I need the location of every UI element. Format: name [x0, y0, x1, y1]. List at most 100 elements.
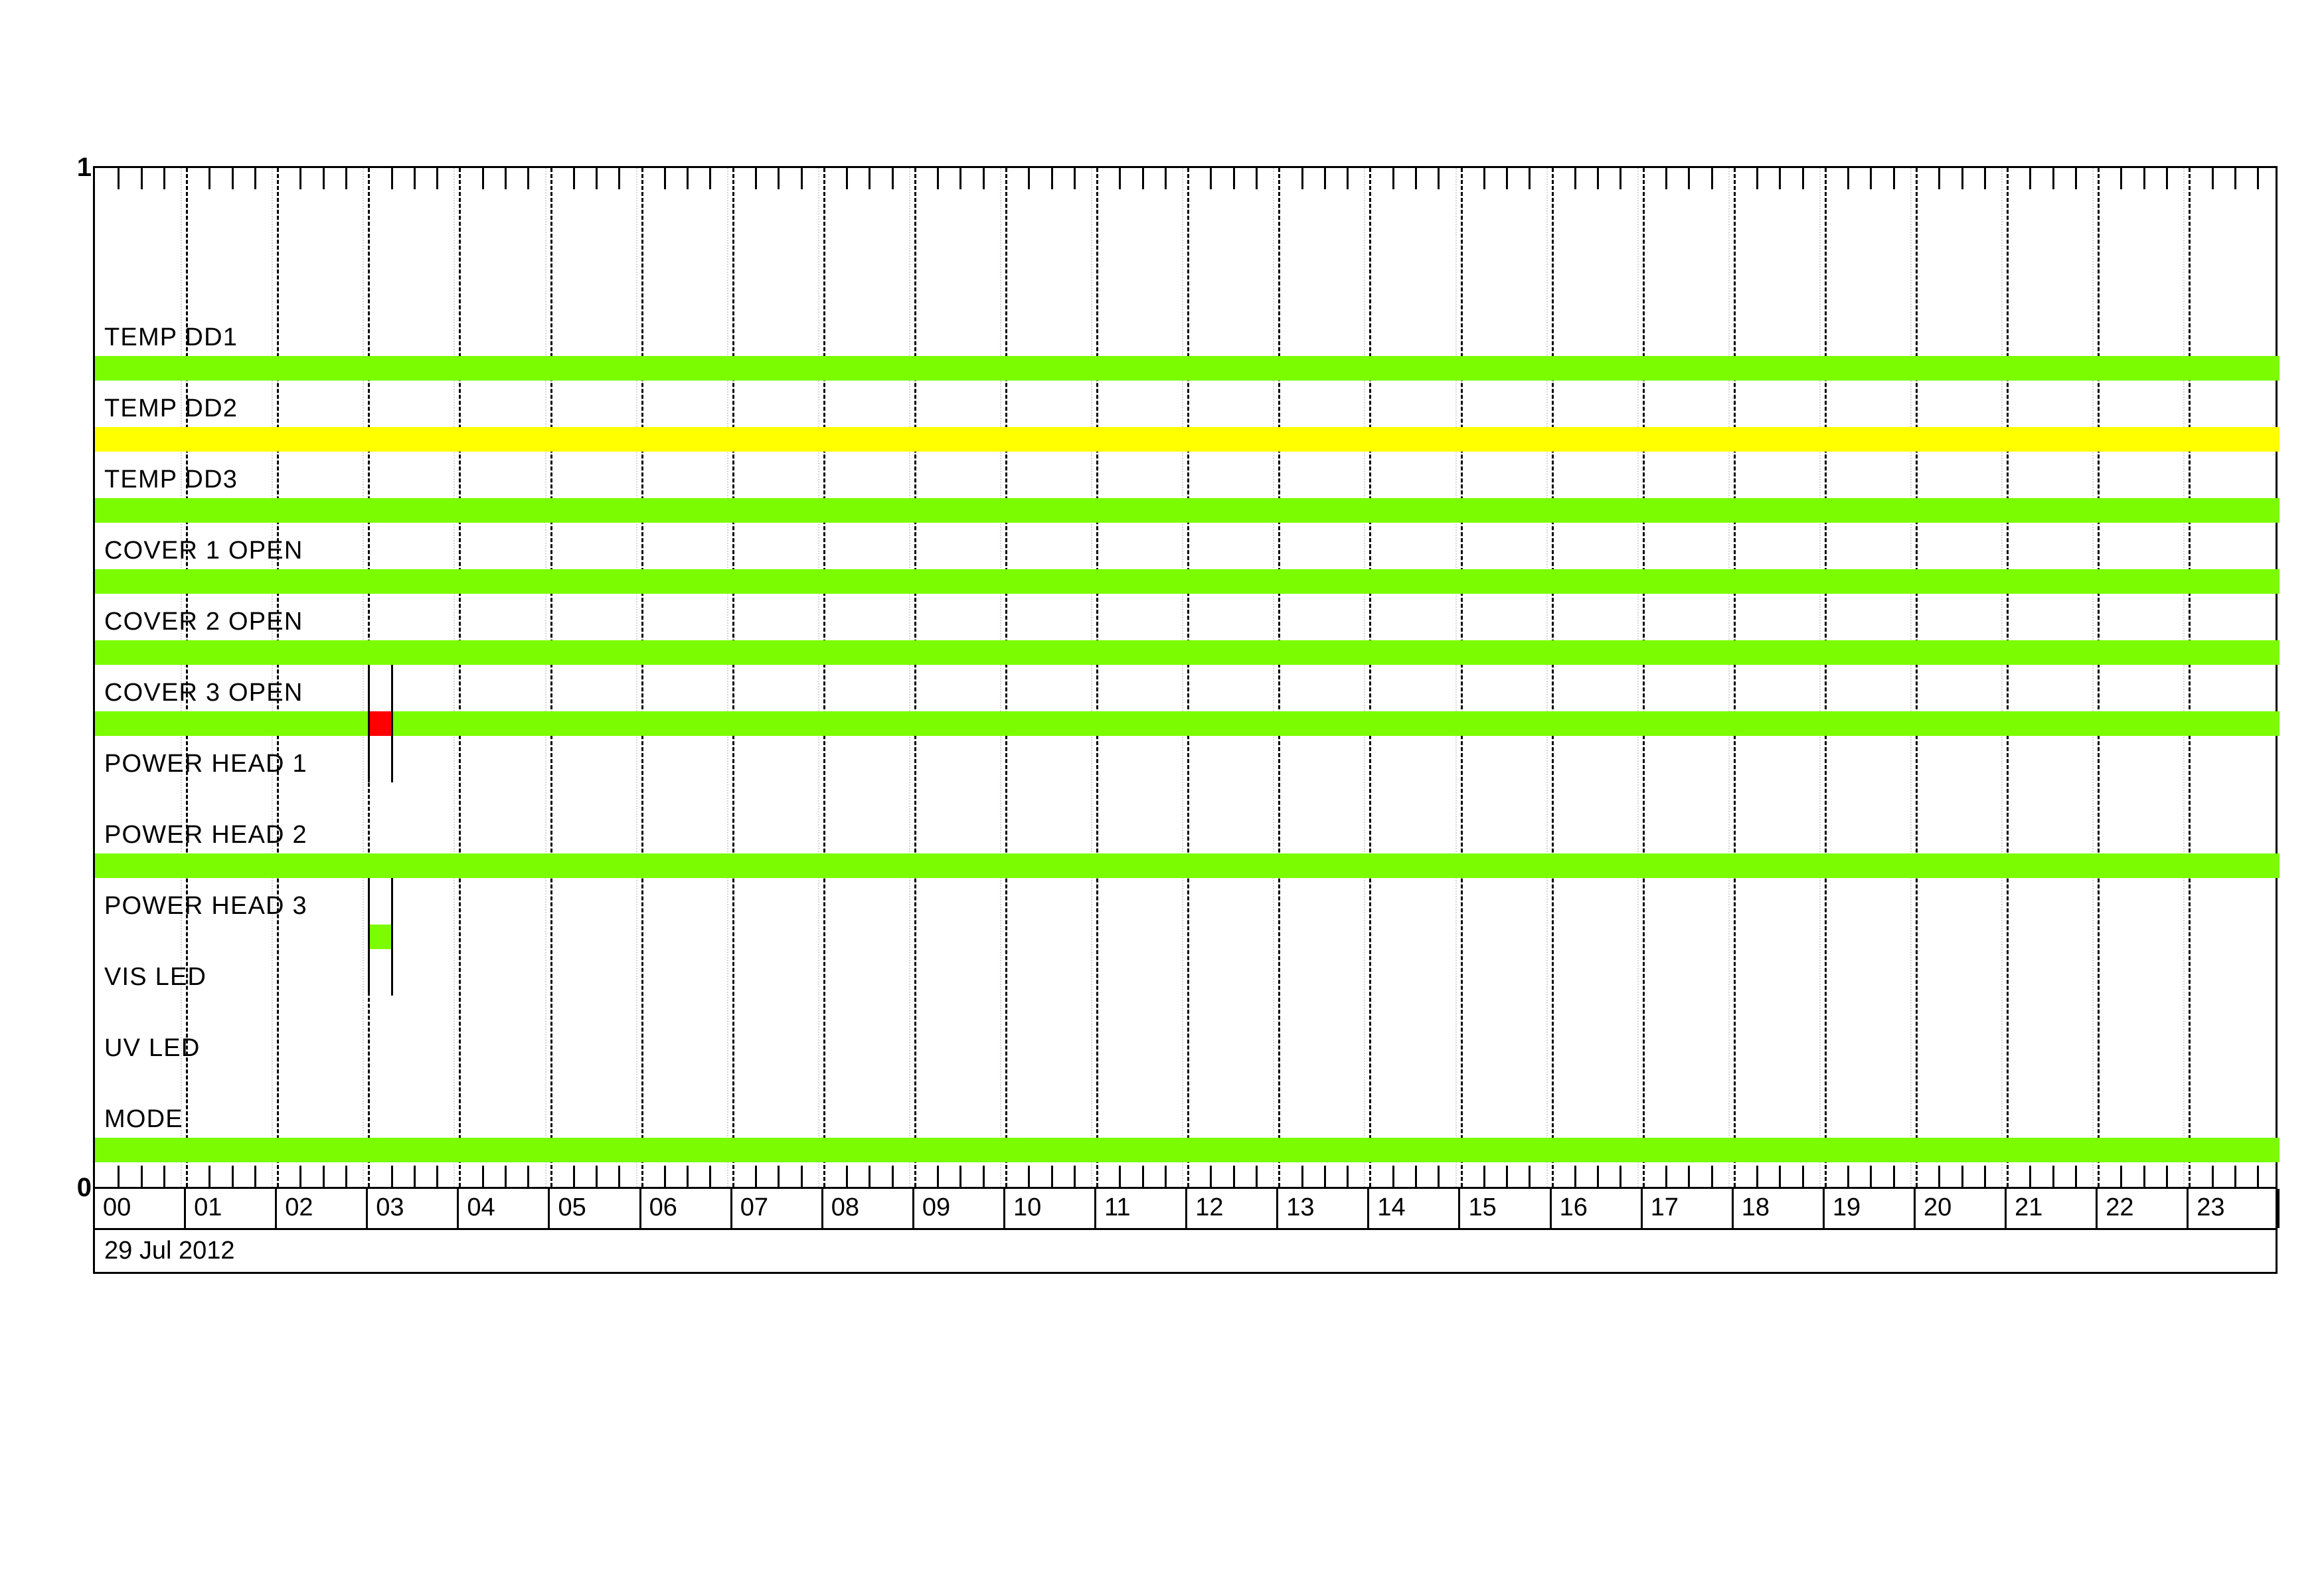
event-marker-line [368, 665, 371, 782]
status-segment-warning[interactable] [95, 427, 2280, 452]
status-segment-ok[interactable] [95, 711, 369, 736]
y-axis-tick-label-top: 1 [76, 153, 92, 182]
hour-cell-13[interactable]: 13 [1278, 1189, 1370, 1228]
tick-top-minor [1665, 168, 1667, 189]
hour-label-03: 03 [376, 1194, 404, 1221]
tick-bottom-minor [1665, 1166, 1667, 1187]
status-bar-temp-dd3[interactable] [95, 498, 2280, 523]
hour-cell-18[interactable]: 18 [1734, 1189, 1825, 1228]
hour-cell-21[interactable]: 21 [2007, 1189, 2098, 1228]
hour-label-08: 08 [831, 1194, 860, 1221]
hour-label-04: 04 [467, 1194, 495, 1221]
hour-cell-04[interactable]: 04 [459, 1189, 550, 1228]
tick-bottom-minor [1483, 1166, 1485, 1187]
tick-bottom-minor [1392, 1166, 1394, 1187]
tick-bottom-minor [1983, 1166, 1986, 1187]
row-label-temp-dd2: TEMP DD2 [104, 395, 238, 422]
tick-top-minor [1756, 168, 1759, 189]
hour-cell-03[interactable]: 03 [368, 1189, 459, 1228]
gridline-faint-03 [363, 168, 365, 1187]
status-segment-alarm[interactable] [368, 711, 391, 736]
status-segment-ok[interactable] [390, 711, 2280, 736]
hour-cell-19[interactable]: 19 [1825, 1189, 1916, 1228]
status-bar-temp-dd2[interactable] [95, 427, 2280, 452]
gridline-faint-09 [908, 168, 910, 1187]
tick-top-minor [1688, 168, 1691, 189]
tick-bottom-minor [1141, 1166, 1144, 1187]
tick-bottom-minor [527, 1166, 530, 1187]
tick-bottom-minor [436, 1166, 439, 1187]
tick-top-minor [2120, 168, 2123, 189]
hour-label-12: 12 [1195, 1194, 1224, 1221]
status-bar-temp-dd1[interactable] [95, 356, 2280, 381]
gridline-faint-19 [1819, 168, 1821, 1187]
status-segment-ok[interactable] [368, 925, 391, 949]
hour-cell-08[interactable]: 08 [823, 1189, 914, 1228]
hour-cell-20[interactable]: 20 [1916, 1189, 2007, 1228]
hour-cell-00[interactable]: 00 [95, 1189, 187, 1228]
tick-top-minor [982, 168, 985, 189]
hour-label-22: 22 [2106, 1194, 2134, 1221]
status-bar-power-head-3[interactable] [95, 925, 2280, 949]
tick-top-minor [1892, 168, 1895, 189]
hour-cell-05[interactable]: 05 [550, 1189, 641, 1228]
hour-cell-10[interactable]: 10 [1005, 1189, 1097, 1228]
tick-bottom-minor [1256, 1166, 1258, 1187]
status-bar-cover-1-open[interactable] [95, 569, 2280, 594]
hour-cell-07[interactable]: 07 [732, 1189, 823, 1228]
hour-cell-22[interactable]: 22 [2098, 1189, 2189, 1228]
gridline-hour-02 [277, 168, 280, 1187]
hour-label-17: 17 [1650, 1194, 1679, 1221]
status-segment-ok[interactable] [95, 1138, 2280, 1162]
tick-bottom-minor [687, 1166, 689, 1187]
hour-cell-09[interactable]: 09 [914, 1189, 1005, 1228]
tick-top-minor [1119, 168, 1121, 189]
tick-bottom-minor [1870, 1166, 1872, 1187]
status-bar-power-head-2[interactable] [95, 853, 2280, 878]
hour-cell-16[interactable]: 16 [1552, 1189, 1643, 1228]
row-label-power-head-1: POWER HEAD 1 [104, 750, 307, 778]
plot-inner-canvas: TEMP DD1 TEMP DD2 TEMP DD3 COVER 1 OPEN COVE… [95, 168, 2280, 1187]
status-bar-cover-2-open[interactable] [95, 640, 2280, 665]
status-segment-ok[interactable] [95, 853, 2280, 878]
tick-top-minor [299, 168, 302, 189]
hour-cell-17[interactable]: 17 [1643, 1189, 1734, 1228]
event-marker-line [390, 665, 393, 782]
tick-bottom-minor [1710, 1166, 1713, 1187]
status-segment-ok[interactable] [95, 569, 2280, 594]
hour-label-11: 11 [1104, 1194, 1131, 1221]
tick-bottom-minor [1119, 1166, 1121, 1187]
hour-cell-14[interactable]: 14 [1369, 1189, 1461, 1228]
gridline-faint-01 [181, 168, 183, 1187]
tick-top-minor [1847, 168, 1850, 189]
tick-bottom-minor [140, 1166, 143, 1187]
tick-top-minor [1210, 168, 1212, 189]
tick-top-minor [1164, 168, 1167, 189]
hour-cell-12[interactable]: 12 [1187, 1189, 1279, 1228]
status-bar-mode[interactable] [95, 1138, 2280, 1162]
hour-label-00: 00 [103, 1194, 131, 1221]
tick-top-minor [937, 168, 940, 189]
gridline-hour-16 [1551, 168, 1554, 1187]
row-label-uv-led: UV LED [104, 1034, 201, 1062]
row-label-power-head-3: POWER HEAD 3 [104, 892, 307, 920]
status-segment-ok[interactable] [95, 356, 2280, 381]
hour-cell-15[interactable]: 15 [1461, 1189, 1552, 1228]
tick-top-minor [687, 168, 689, 189]
hour-cell-06[interactable]: 06 [641, 1189, 732, 1228]
gridline-hour-04 [459, 168, 461, 1187]
tick-bottom-minor [504, 1166, 507, 1187]
hour-cell-11[interactable]: 11 [1096, 1189, 1188, 1228]
tick-bottom-minor [1164, 1166, 1167, 1187]
hour-cell-01[interactable]: 01 [186, 1189, 278, 1228]
gridline-hour-19 [1824, 168, 1827, 1187]
hour-cell-23[interactable]: 23 [2189, 1189, 2280, 1228]
status-bar-cover-3-open[interactable] [95, 711, 2280, 736]
gridline-hour-14 [1369, 168, 1372, 1187]
tick-top-minor [618, 168, 621, 189]
hour-cell-02[interactable]: 02 [277, 1189, 369, 1228]
status-segment-ok[interactable] [95, 498, 2280, 523]
hour-label-23: 23 [2197, 1194, 2225, 1221]
status-segment-ok[interactable] [95, 640, 2280, 665]
tick-bottom-minor [413, 1166, 416, 1187]
